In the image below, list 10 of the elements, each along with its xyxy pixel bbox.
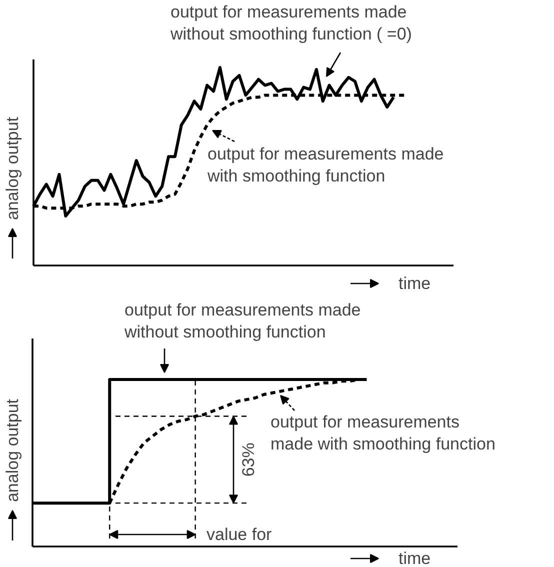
- y-axis-title: analog output: [3, 398, 22, 502]
- legend-label: output for measurements made with smoothing function: [206, 144, 444, 186]
- x-axis-title: time: [398, 274, 431, 293]
- annotation: value for: [206, 525, 272, 544]
- y-axis-title: analog output: [3, 116, 22, 220]
- legend-label: output for measurements made with smoothing function: [270, 412, 496, 454]
- annotation: 63%: [239, 442, 258, 477]
- text: output for measurements made without smoothing function ( =0): [170, 2, 412, 44]
- legend-label: output for measurements made without smoothing function: [124, 300, 361, 342]
- x-axis-title: time: [398, 549, 431, 567]
